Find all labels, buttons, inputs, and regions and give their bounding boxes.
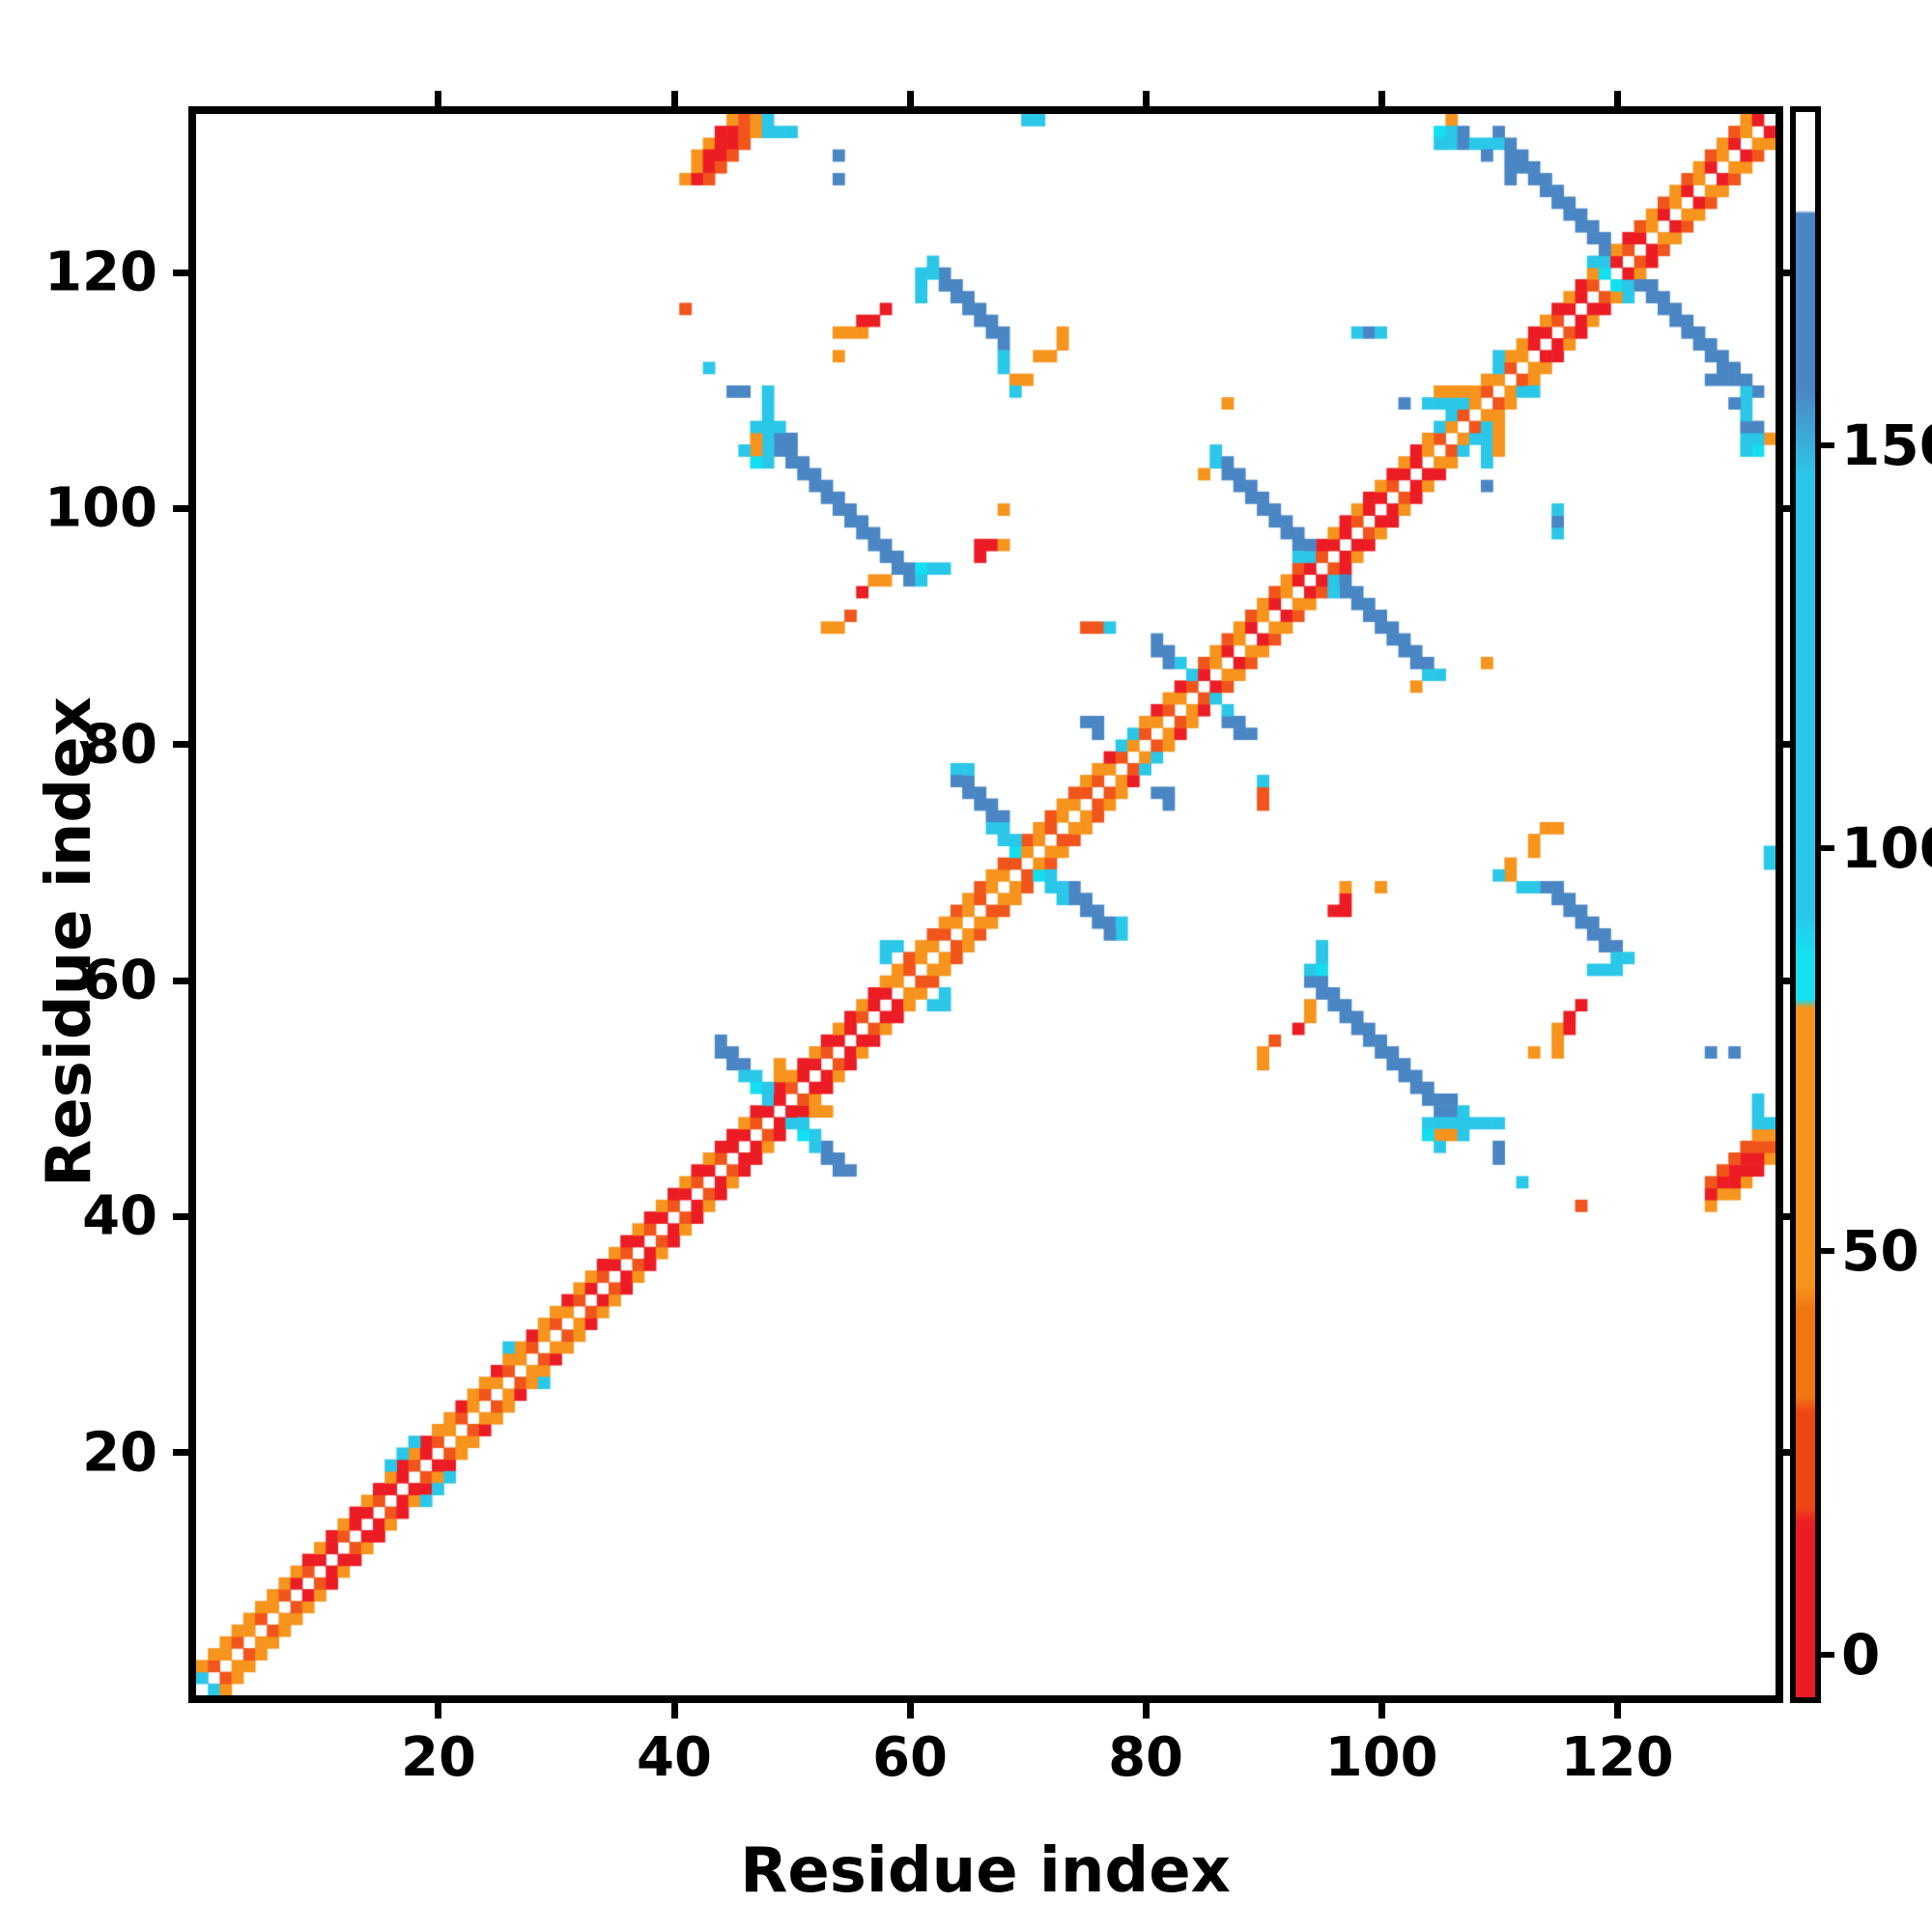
x-tick (670, 1703, 678, 1719)
colorbar-tick-label: 0 (1841, 1621, 1881, 1688)
y-tick (173, 269, 188, 276)
x-tick-top (670, 91, 678, 106)
colorbar-tick (1821, 1651, 1834, 1658)
colorbar-tick-label: 100 (1841, 815, 1932, 882)
colorbar-tick (1821, 845, 1834, 852)
contact-map-plot (188, 106, 1783, 1703)
y-tick (173, 741, 188, 749)
x-tick-top (1613, 91, 1621, 106)
x-tick (906, 1703, 914, 1719)
x-tick (435, 1703, 442, 1719)
colorbar-tick (1821, 1248, 1834, 1255)
colorbar-tick-label: 150 (1841, 412, 1932, 478)
x-tick (1378, 1703, 1385, 1719)
x-tick (1613, 1703, 1621, 1719)
y-tick-label: 40 (82, 1184, 157, 1248)
x-tick-top (1378, 91, 1385, 106)
x-axis-label: Residue index (740, 1835, 1231, 1907)
colorbar-tick-label: 50 (1841, 1218, 1919, 1285)
y-tick (173, 1212, 188, 1220)
y-tick-label: 20 (82, 1421, 157, 1485)
x-tick-label: 120 (1560, 1726, 1674, 1789)
y-tick-label: 120 (44, 241, 157, 304)
x-tick-top (906, 91, 914, 106)
y-tick-label: 80 (82, 713, 157, 777)
y-tick (173, 1449, 188, 1457)
contact-map-canvas (196, 114, 1776, 1695)
y-axis-label-wrap: Residue index (34, 575, 111, 1309)
colorbar-tick (1821, 441, 1834, 448)
x-tick-top (435, 91, 442, 106)
y-tick (173, 504, 188, 512)
x-tick-label: 100 (1324, 1726, 1438, 1789)
y-tick-label: 60 (82, 949, 157, 1012)
colorbar (1790, 106, 1821, 1703)
x-tick-label: 20 (401, 1726, 476, 1789)
x-tick (1142, 1703, 1150, 1719)
y-axis-label: Residue index (34, 696, 105, 1187)
x-tick-top (1142, 91, 1150, 106)
y-tick (173, 977, 188, 984)
x-tick-label: 60 (872, 1726, 948, 1789)
colorbar-gradient (1796, 112, 1815, 1697)
y-tick-label: 100 (44, 476, 157, 540)
x-tick-label: 40 (637, 1726, 712, 1789)
x-tick-label: 80 (1108, 1726, 1184, 1789)
